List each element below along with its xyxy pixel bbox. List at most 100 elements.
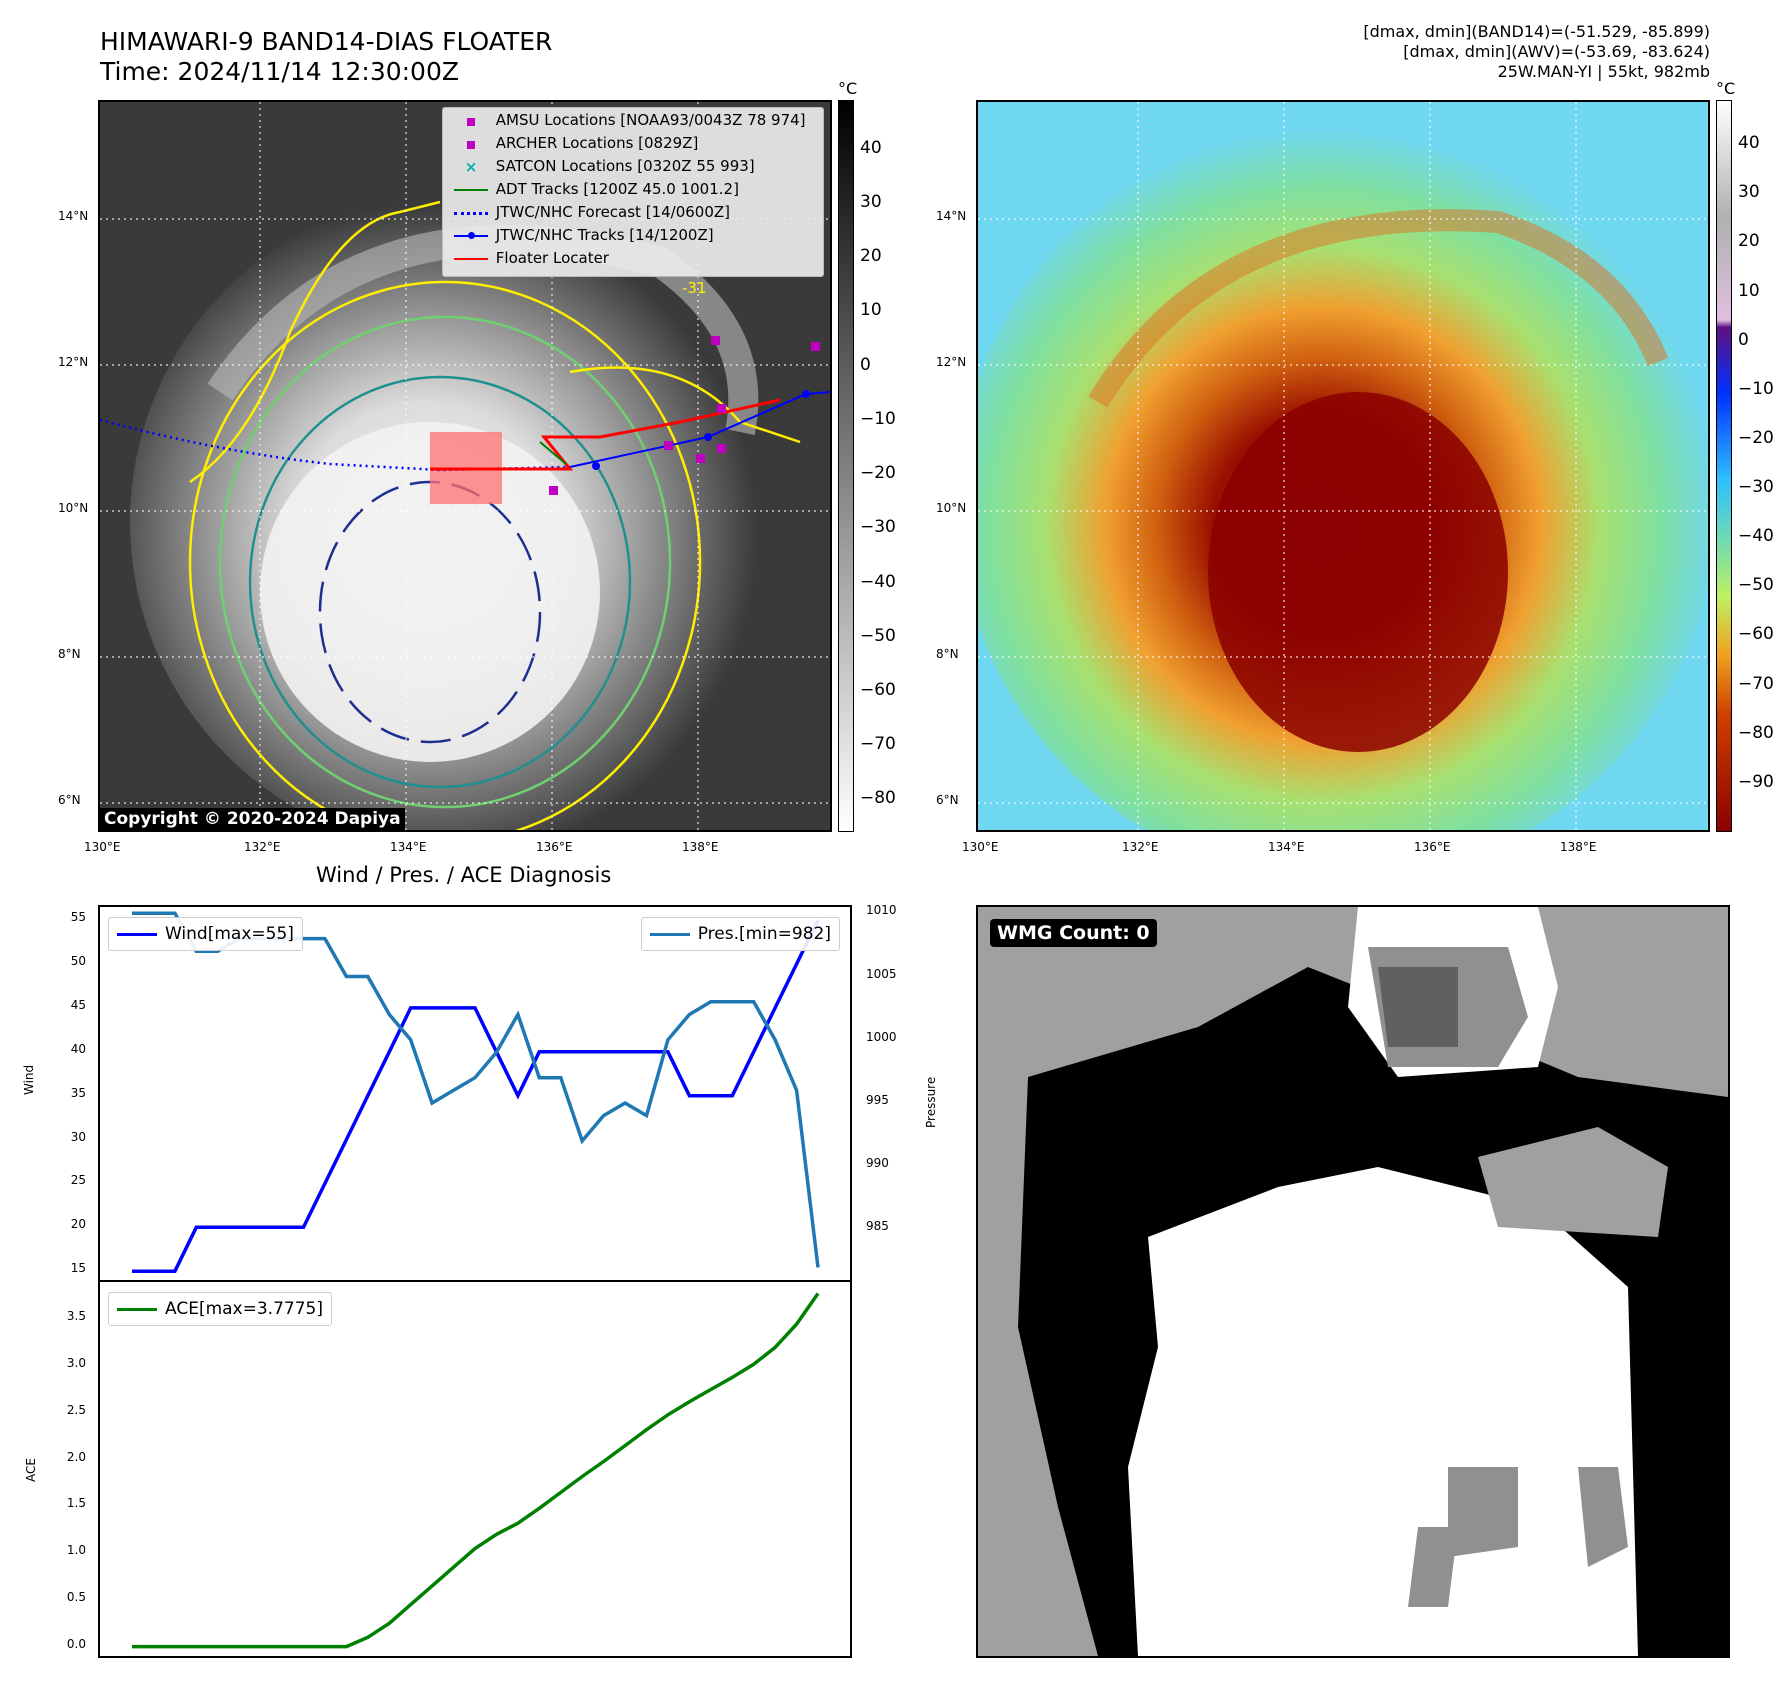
colorbar-gray-tick: −20 [860, 463, 896, 484]
line-icon [451, 180, 491, 200]
wmg-count-badge: WMG Count: 0 [990, 919, 1157, 947]
colorbar-gray-tick: 20 [860, 246, 882, 267]
legend-item-satcon: × SATCON Locations [0320Z 55 993] [451, 156, 755, 176]
colorbar-gray-tick: −10 [860, 408, 896, 429]
pressure-tick-label: 990 [866, 1156, 889, 1171]
colorbar-color [1716, 100, 1732, 832]
lat-tick-label: 6°N [936, 793, 959, 807]
colorbar-gray-tick: 10 [860, 300, 882, 321]
wind-tick-label: 40 [70, 1041, 86, 1056]
diagnosis-title: Wind / Pres. / ACE Diagnosis [316, 863, 612, 887]
square-marker-icon [451, 111, 491, 131]
title-line-1: HIMAWARI-9 BAND14-DIAS FLOATER [100, 27, 553, 56]
legend-item-floater: Floater Locater [451, 248, 609, 268]
colorbar-color-tick: 10 [1738, 280, 1760, 301]
wind-line-icon [117, 932, 157, 936]
colorbar-gray-tick: −60 [860, 680, 896, 701]
colorbar-color-tick: −60 [1738, 624, 1774, 645]
lat-tick-label: 14°N [58, 209, 89, 223]
colorbar-gray-tick: −50 [860, 625, 896, 646]
ir-color-map [976, 100, 1710, 832]
colorbar-color-tick: −20 [1738, 427, 1774, 448]
wind-tick-label: 20 [70, 1217, 86, 1232]
colorbar-color-tick: −10 [1738, 378, 1774, 399]
wind-axis-label: Wind [22, 1064, 36, 1095]
line-icon [451, 249, 491, 269]
colorbar-gray [838, 100, 854, 832]
lon-tick-label: 138°E [1560, 840, 1597, 854]
legend-item-forecast: JTWC/NHC Forecast [14/0600Z] [451, 202, 730, 222]
colorbar-gray-tick: 30 [860, 192, 882, 213]
ace-plot [132, 1292, 820, 1649]
wmg-panel: WMG Count: 0 [976, 905, 1730, 1658]
colorbar-gray-tick: −40 [860, 571, 896, 592]
lon-tick-label: 130°E [84, 840, 121, 854]
ace-tick-label: 0.0 [66, 1636, 86, 1651]
ace-tick-label: 3.0 [66, 1356, 86, 1371]
colorbar-gray-unit: °C [838, 79, 858, 98]
legend-item-amsu: AMSU Locations [NOAA93/0043Z 78 974] [451, 110, 806, 130]
lat-tick-label: 8°N [58, 647, 81, 661]
colorbar-gray-tick: 40 [860, 137, 882, 158]
info-line-2: [dmax, dmin](AWV)=(-53.69, -83.624) [1403, 42, 1710, 61]
pressure-tick-label: 985 [866, 1219, 889, 1234]
colorbar-color-tick: 40 [1738, 133, 1760, 154]
pressure-tick-label: 995 [866, 1092, 889, 1107]
ace-series-line [132, 1292, 820, 1649]
lat-tick-label: 14°N [936, 209, 967, 223]
pressure-axis-label: Pressure [924, 1076, 938, 1128]
lon-tick-label: 138°E [682, 840, 719, 854]
ace-legend: ACE[max=3.7775] [108, 1292, 332, 1326]
info-line-3: 25W.MAN-YI | 55kt, 982mb [1497, 62, 1710, 81]
wind-tick-label: 55 [70, 910, 86, 925]
pressure-tick-label: 1000 [866, 1029, 897, 1044]
ace-axis-label: ACE [24, 1458, 38, 1482]
wind-tick-label: 50 [70, 954, 86, 969]
wind-pressure-plot [132, 911, 820, 1273]
ace-tick-label: 1.0 [66, 1543, 86, 1558]
contour-label: -31 [682, 279, 707, 297]
line-dot-icon [451, 226, 491, 246]
pressure-legend: Pres.[min=982] [640, 917, 840, 951]
colorbar-gray-tick: −30 [860, 517, 896, 538]
lon-tick-label: 134°E [1268, 840, 1305, 854]
colorbar-gray-tick: 0 [860, 354, 871, 375]
lon-tick-label: 132°E [1122, 840, 1159, 854]
wind-pressure-chart: Wind[max=55] Pres.[min=982] [98, 905, 852, 1282]
wind-series-line [132, 919, 820, 1273]
ace-tick-label: 1.5 [66, 1496, 86, 1511]
wind-tick-label: 35 [70, 1085, 86, 1100]
legend-item-archer: ARCHER Locations [0829Z] [451, 133, 698, 153]
dotted-line-icon [451, 203, 491, 223]
lon-tick-label: 130°E [962, 840, 999, 854]
map-legend: AMSU Locations [NOAA93/0043Z 78 974] ARC… [442, 107, 824, 277]
wind-tick-label: 45 [70, 997, 86, 1012]
colorbar-color-tick: 20 [1738, 231, 1760, 252]
legend-item-adt: ADT Tracks [1200Z 45.0 1001.2] [451, 179, 739, 199]
colorbar-color-tick: 30 [1738, 182, 1760, 203]
colorbar-gray-tick: −80 [860, 788, 896, 809]
ace-tick-label: 2.5 [66, 1402, 86, 1417]
ir-grayscale-map: -31 Copyright © 2020-2024 Dapiya AMSU Lo… [98, 100, 832, 832]
square-marker-icon [451, 134, 491, 154]
lat-tick-label: 10°N [936, 501, 967, 515]
pressure-tick-label: 1010 [866, 903, 897, 918]
copyright-label: Copyright © 2020-2024 Dapiya [100, 808, 405, 830]
wind-tick-label: 30 [70, 1129, 86, 1144]
lat-tick-label: 10°N [58, 501, 89, 515]
ace-tick-label: 2.0 [66, 1449, 86, 1464]
colorbar-color-unit: °C [1716, 79, 1736, 98]
ace-chart: ACE[max=3.7775] [98, 1280, 852, 1658]
lat-tick-label: 6°N [58, 793, 81, 807]
lon-tick-label: 132°E [244, 840, 281, 854]
colorbar-color-tick: −90 [1738, 771, 1774, 792]
lat-tick-label: 8°N [936, 647, 959, 661]
lat-tick-label: 12°N [936, 355, 967, 369]
info-line-1: [dmax, dmin](BAND14)=(-51.529, -85.899) [1363, 22, 1710, 41]
lon-tick-label: 136°E [1414, 840, 1451, 854]
colorbar-gray-tick: −70 [860, 734, 896, 755]
colorbar-color-tick: −40 [1738, 526, 1774, 547]
ace-tick-label: 3.5 [66, 1309, 86, 1324]
pressure-series-line [132, 911, 820, 1268]
ir-color-image [978, 102, 1708, 830]
